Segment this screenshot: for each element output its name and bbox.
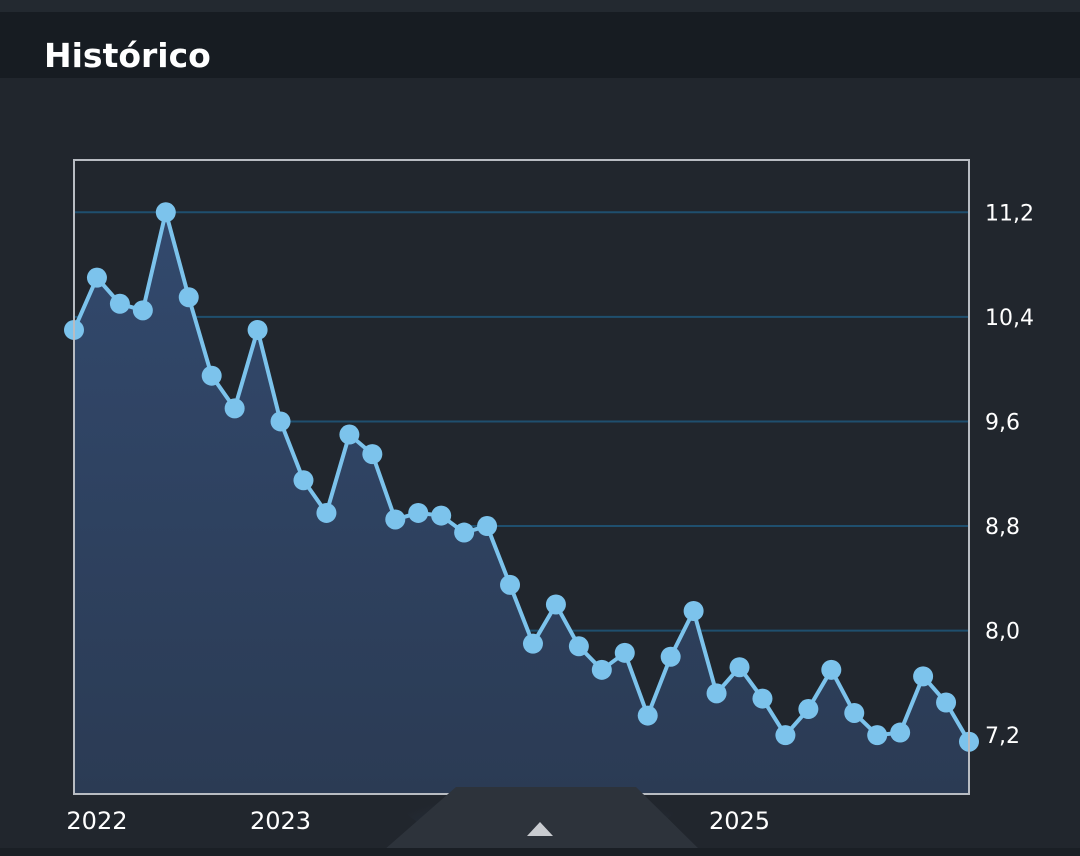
data-point <box>660 646 681 667</box>
data-point <box>867 725 888 746</box>
drawer-handle[interactable] <box>384 787 700 850</box>
data-point <box>339 424 360 445</box>
x-axis-labels: 2022 2023 2025 <box>66 807 770 835</box>
data-point <box>454 522 475 543</box>
data-point <box>385 509 406 530</box>
data-point <box>522 633 543 654</box>
data-point <box>775 725 796 746</box>
data-point <box>568 636 589 657</box>
area-fill <box>74 212 969 794</box>
data-point <box>178 287 199 308</box>
data-point <box>132 300 153 321</box>
data-point <box>729 657 750 678</box>
y-tick-label: 10,4 <box>985 306 1034 331</box>
data-point <box>637 705 658 726</box>
data-point <box>913 666 934 687</box>
data-point <box>431 505 452 526</box>
data-point <box>109 293 130 314</box>
y-tick-label: 8,0 <box>985 620 1020 645</box>
data-point <box>798 699 819 720</box>
drawer-handle-tab[interactable] <box>384 787 700 850</box>
data-point <box>224 398 245 419</box>
data-point <box>545 594 566 615</box>
bottom-bar <box>0 848 1080 856</box>
data-point <box>614 642 635 663</box>
x-tick-label: 2022 <box>66 807 127 835</box>
x-tick-label: 2023 <box>250 807 311 835</box>
chevron-up-icon[interactable] <box>527 822 553 836</box>
data-point <box>155 202 176 223</box>
top-strip <box>0 0 1080 12</box>
data-point <box>247 319 268 340</box>
data-point <box>821 659 842 680</box>
data-point <box>477 516 498 537</box>
data-point <box>752 688 773 709</box>
data-point <box>591 659 612 680</box>
data-point <box>890 722 911 743</box>
data-point <box>293 470 314 491</box>
x-tick-label: 2025 <box>709 807 770 835</box>
points-layer <box>64 202 979 752</box>
data-point <box>201 365 222 386</box>
page-title: Histórico <box>44 36 211 75</box>
data-point <box>316 502 337 523</box>
data-point <box>936 692 957 713</box>
data-point <box>706 683 727 704</box>
data-point <box>362 444 383 465</box>
data-point <box>86 267 107 288</box>
header-bar: Histórico <box>0 12 1080 78</box>
data-point <box>844 702 865 723</box>
data-point <box>683 600 704 621</box>
y-tick-label: 8,8 <box>985 515 1020 540</box>
y-axis-labels: 7,2 8,0 8,8 9,6 10,4 11,2 <box>985 201 1034 749</box>
data-point <box>500 574 521 595</box>
series-line <box>72 210 971 743</box>
y-tick-label: 9,6 <box>985 410 1020 435</box>
data-point <box>408 502 429 523</box>
y-tick-label: 7,2 <box>985 724 1020 749</box>
y-tick-label: 11,2 <box>985 201 1034 226</box>
data-point <box>270 411 291 432</box>
